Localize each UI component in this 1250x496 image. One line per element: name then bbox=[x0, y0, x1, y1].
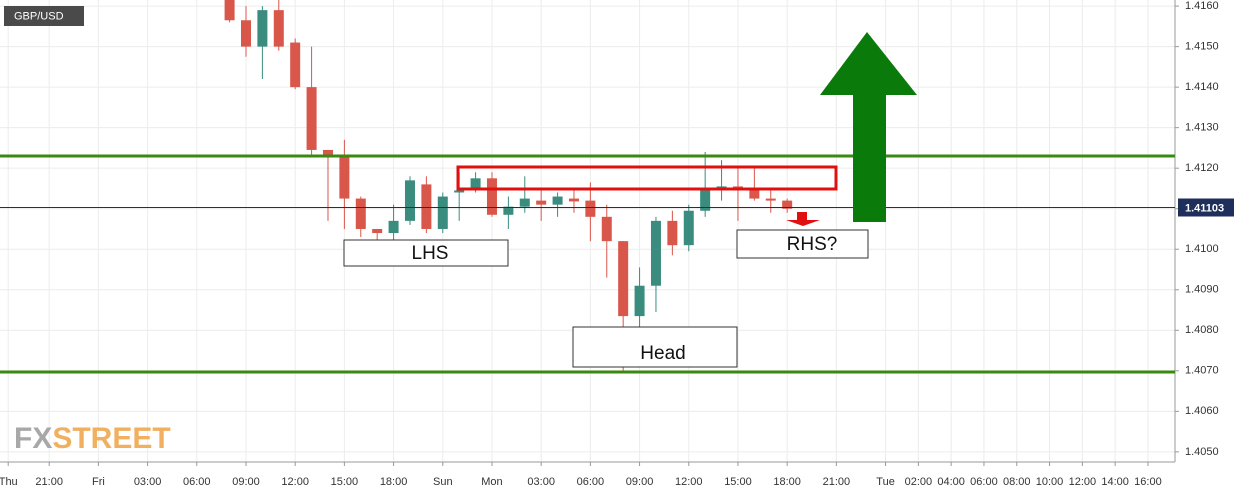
candle-body bbox=[519, 198, 530, 207]
symbol-box bbox=[4, 6, 84, 26]
candle-body bbox=[240, 20, 251, 47]
candles: 1.41103 bbox=[0, 0, 1234, 374]
candle-body bbox=[601, 216, 612, 242]
y-tick-label: 1.4130 bbox=[1185, 122, 1219, 134]
x-tick-label: 08:00 bbox=[1003, 476, 1031, 488]
x-tick-label: 06:00 bbox=[183, 476, 211, 488]
x-tick-label: 06:00 bbox=[970, 476, 998, 488]
x-tick-label: 06:00 bbox=[577, 476, 605, 488]
candle-body bbox=[404, 180, 415, 221]
candle-body bbox=[470, 178, 481, 189]
candle-body bbox=[273, 10, 284, 47]
down-arrow-head bbox=[786, 220, 820, 226]
candle-body bbox=[765, 198, 776, 201]
candle-body bbox=[683, 210, 694, 246]
candle-body bbox=[503, 206, 514, 215]
x-tick-label: 09:00 bbox=[626, 476, 654, 488]
x-tick-label: Sun bbox=[433, 476, 453, 488]
candle-body bbox=[732, 186, 743, 189]
candle-body bbox=[634, 285, 645, 317]
up-arrow bbox=[820, 32, 917, 222]
annotation: LHS bbox=[412, 243, 449, 264]
x-tick-label: 15:00 bbox=[724, 476, 752, 488]
candle-body bbox=[372, 228, 383, 234]
watermark-part: STREET bbox=[52, 422, 170, 455]
x-tick-label: 12:00 bbox=[281, 476, 309, 488]
candle-body bbox=[568, 198, 579, 202]
y-tick-label: 1.4160 bbox=[1185, 0, 1219, 12]
candle-body bbox=[782, 200, 793, 209]
watermark-part: FX bbox=[14, 422, 52, 455]
candle-body bbox=[618, 241, 629, 317]
annotation-box bbox=[736, 229, 869, 259]
x-tick-label: 03:00 bbox=[527, 476, 555, 488]
x-tick-label: 04:00 bbox=[937, 476, 965, 488]
x-tick-label: 15:00 bbox=[331, 476, 359, 488]
candle-body bbox=[454, 190, 465, 193]
candle-body bbox=[585, 200, 596, 217]
y-tick-label: 1.4100 bbox=[1185, 243, 1219, 255]
y-tick-label: 1.4050 bbox=[1185, 446, 1219, 458]
neckline-box bbox=[456, 165, 838, 191]
candle-body bbox=[224, 0, 235, 21]
x-tick-label: 16:00 bbox=[1134, 476, 1162, 488]
x-tick-label: 18:00 bbox=[380, 476, 408, 488]
x-tick-label: 10:00 bbox=[1036, 476, 1064, 488]
annotation: Head bbox=[640, 343, 685, 364]
x-tick-label: 03:00 bbox=[134, 476, 162, 488]
annotation: RHS? bbox=[787, 234, 838, 255]
annotation-box bbox=[343, 239, 509, 267]
candle-body bbox=[290, 42, 301, 88]
down-arrow-stem bbox=[797, 212, 807, 220]
candle-body bbox=[421, 184, 432, 229]
candle-body bbox=[306, 87, 317, 150]
candle-body bbox=[322, 149, 333, 157]
y-tick-label: 1.4060 bbox=[1185, 405, 1219, 417]
x-tick-label: 21:00 bbox=[35, 476, 63, 488]
y-tick-label: 1.4140 bbox=[1185, 81, 1219, 93]
candle-body bbox=[700, 190, 711, 211]
x-tick-label: Thu bbox=[0, 476, 18, 488]
y-tick-label: 1.4150 bbox=[1185, 41, 1219, 53]
watermark: FXSTREET bbox=[14, 422, 171, 455]
candle-body bbox=[388, 220, 399, 234]
x-tick-label: 12:00 bbox=[1069, 476, 1097, 488]
last-price-box bbox=[1178, 198, 1234, 217]
candle-body bbox=[749, 188, 760, 199]
x-tick-label: 09:00 bbox=[232, 476, 260, 488]
grid: 1.4050 1.4060 1.4070 1.4080 1.4090 1.4100 1.41… bbox=[0, 0, 1219, 488]
x-tick-label: 18:00 bbox=[773, 476, 801, 488]
candle-body bbox=[650, 220, 661, 286]
overlay: LHS Head RHS? GBP/USD FXSTREET bbox=[4, 6, 917, 455]
candle-body bbox=[536, 200, 547, 205]
candle-body bbox=[339, 156, 350, 199]
x-tick-label: 21:00 bbox=[823, 476, 851, 488]
candle-body bbox=[437, 196, 448, 229]
candle-body bbox=[257, 10, 268, 47]
symbol: GBP/USD bbox=[14, 10, 64, 22]
annotation-box bbox=[572, 326, 738, 368]
x-tick-label: Mon bbox=[481, 476, 502, 488]
y-tick-label: 1.4080 bbox=[1185, 324, 1219, 336]
y-tick-label: 1.4090 bbox=[1185, 284, 1219, 296]
x-tick-label: Fri bbox=[92, 476, 105, 488]
y-tick-label: 1.4120 bbox=[1185, 162, 1219, 174]
x-tick-label: 12:00 bbox=[675, 476, 703, 488]
candle-body bbox=[552, 196, 563, 205]
x-tick-label: Tue bbox=[876, 476, 895, 488]
x-tick-label: 02:00 bbox=[905, 476, 933, 488]
candle-body bbox=[486, 178, 497, 215]
candle-body bbox=[355, 198, 366, 229]
candle-body bbox=[667, 220, 678, 246]
x-tick-label: 14:00 bbox=[1101, 476, 1129, 488]
last-price-label: 1.41103 bbox=[1185, 202, 1224, 214]
y-tick-label: 1.4070 bbox=[1185, 365, 1219, 377]
